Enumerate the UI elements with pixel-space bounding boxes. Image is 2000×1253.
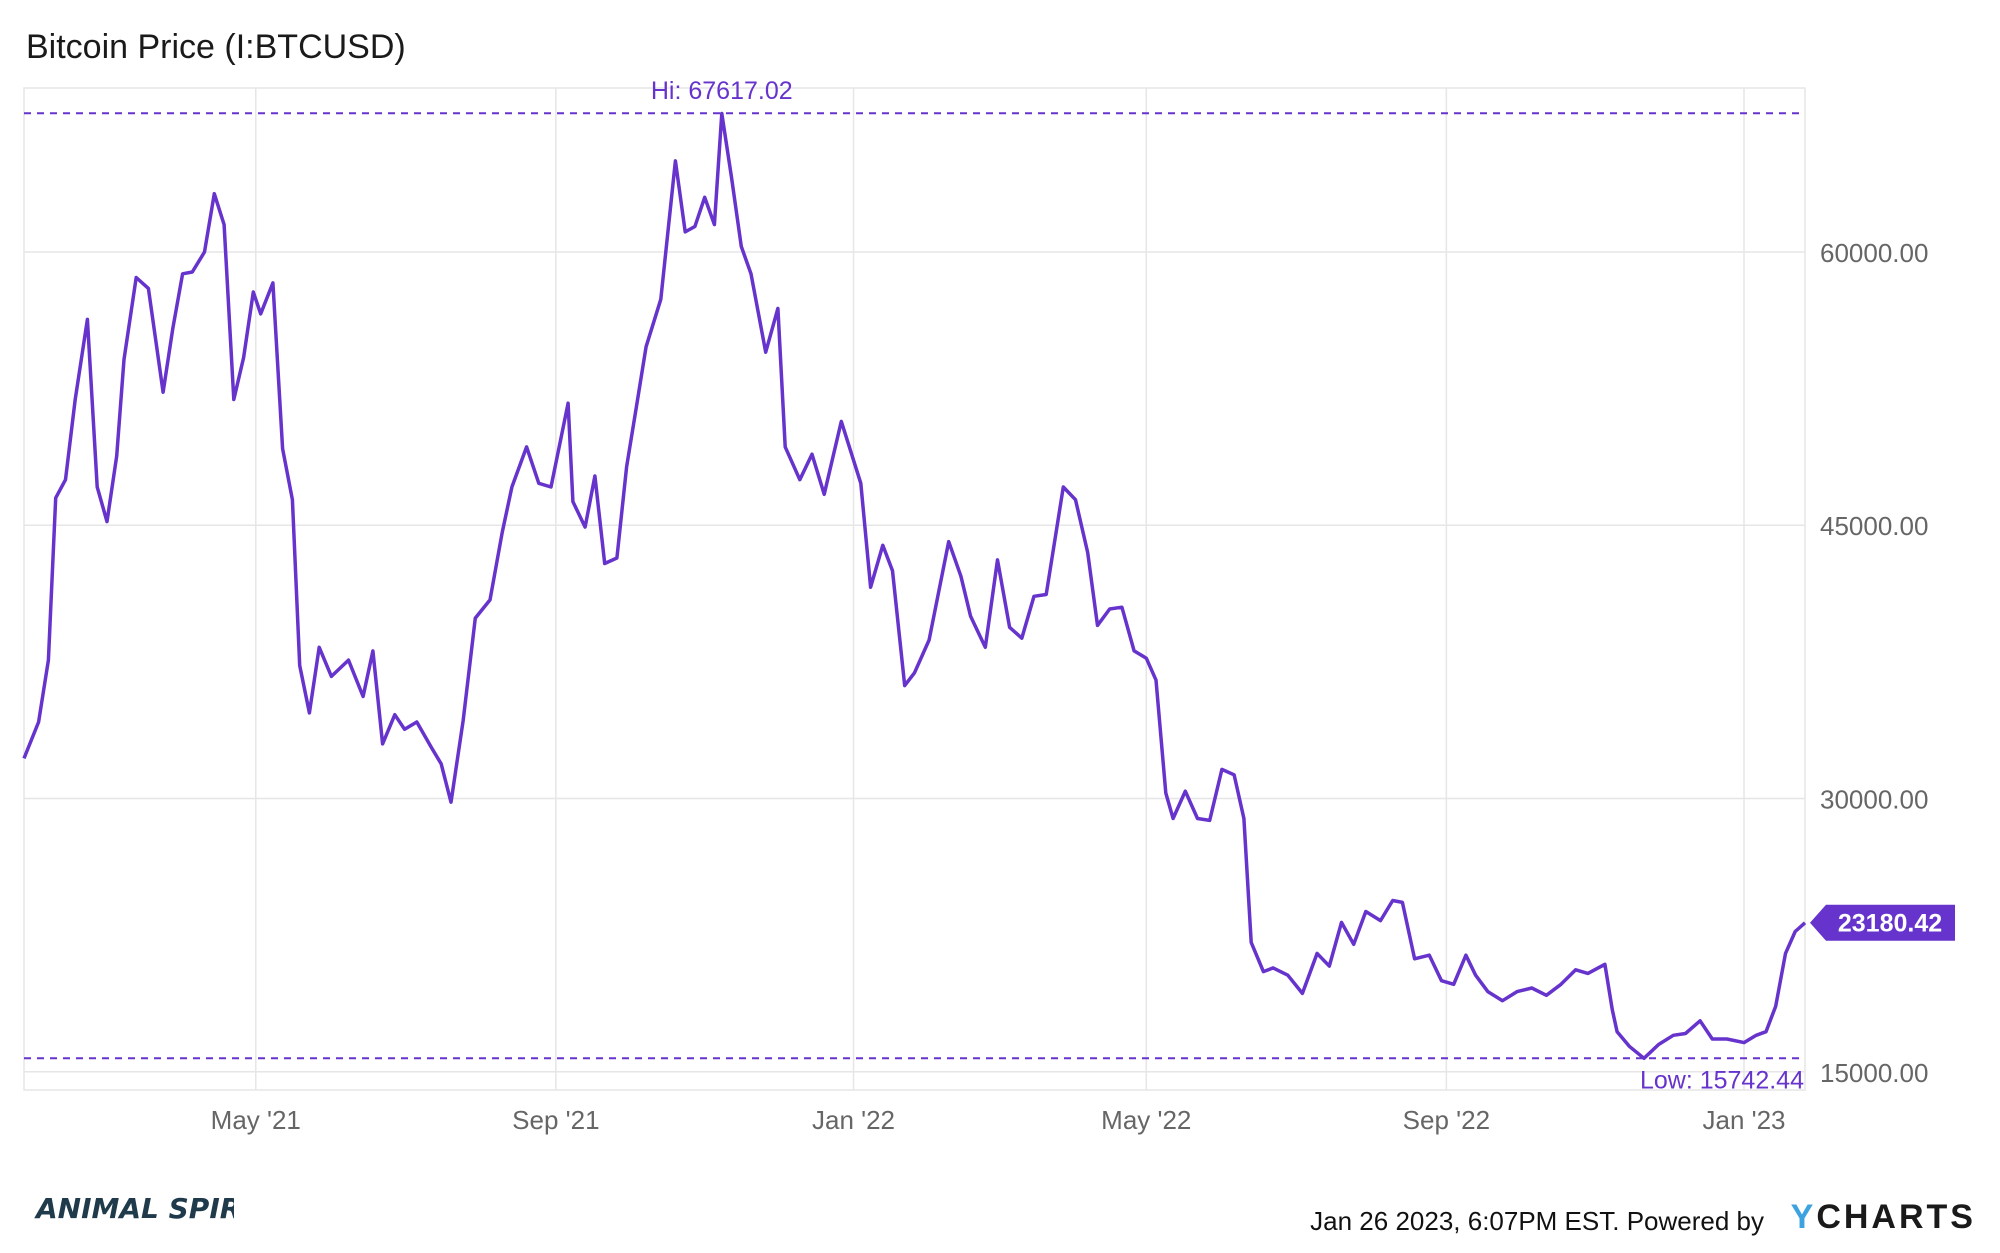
x-tick-label: Sep '22 <box>1403 1105 1490 1135</box>
grid-layer <box>23 87 1806 1091</box>
x-tick-label: Jan '23 <box>1702 1105 1785 1135</box>
ycharts-logo-y: Y <box>1790 1198 1817 1236</box>
x-tick-label: May '21 <box>211 1105 301 1135</box>
ycharts-logo[interactable]: YCHARTS <box>1791 1198 1976 1237</box>
price-series-line <box>22 111 1807 1061</box>
y-tick-label: 60000.00 <box>1820 238 1928 268</box>
low-label: Low: 15742.44 <box>1640 1066 1804 1094</box>
x-tick-label: May '22 <box>1101 1105 1191 1135</box>
footer-timestamp: Jan 26 2023, 6:07PM EST. Powered by <box>1310 1206 1764 1236</box>
hi-label: Hi: 67617.02 <box>651 77 793 105</box>
chart-title: Bitcoin Price (I:BTCUSD) <box>26 28 406 66</box>
last-value-tag <box>1810 904 1955 941</box>
x-tick-label: Sep '21 <box>512 1105 599 1135</box>
animal-spirits-logo: ANIMAL SPIRITS <box>34 1192 234 1225</box>
y-tick-label: 45000.00 <box>1820 511 1928 541</box>
y-tick-label: 30000.00 <box>1820 785 1928 815</box>
last-value-label: 23180.42 <box>1838 910 1942 938</box>
svg-text:ANIMAL SPIRITS: ANIMAL SPIRITS <box>34 1192 234 1225</box>
y-tick-label: 15000.00 <box>1820 1058 1928 1088</box>
plot-frame <box>23 87 1806 1091</box>
x-tick-label: Jan '22 <box>812 1105 895 1135</box>
reference-lines <box>24 112 1805 1060</box>
axis-labels: 15000.00 30000.00 45000.00 60000.00 May '21 S… <box>211 77 1955 1135</box>
ycharts-logo-rest: CHARTS <box>1816 1198 1976 1236</box>
